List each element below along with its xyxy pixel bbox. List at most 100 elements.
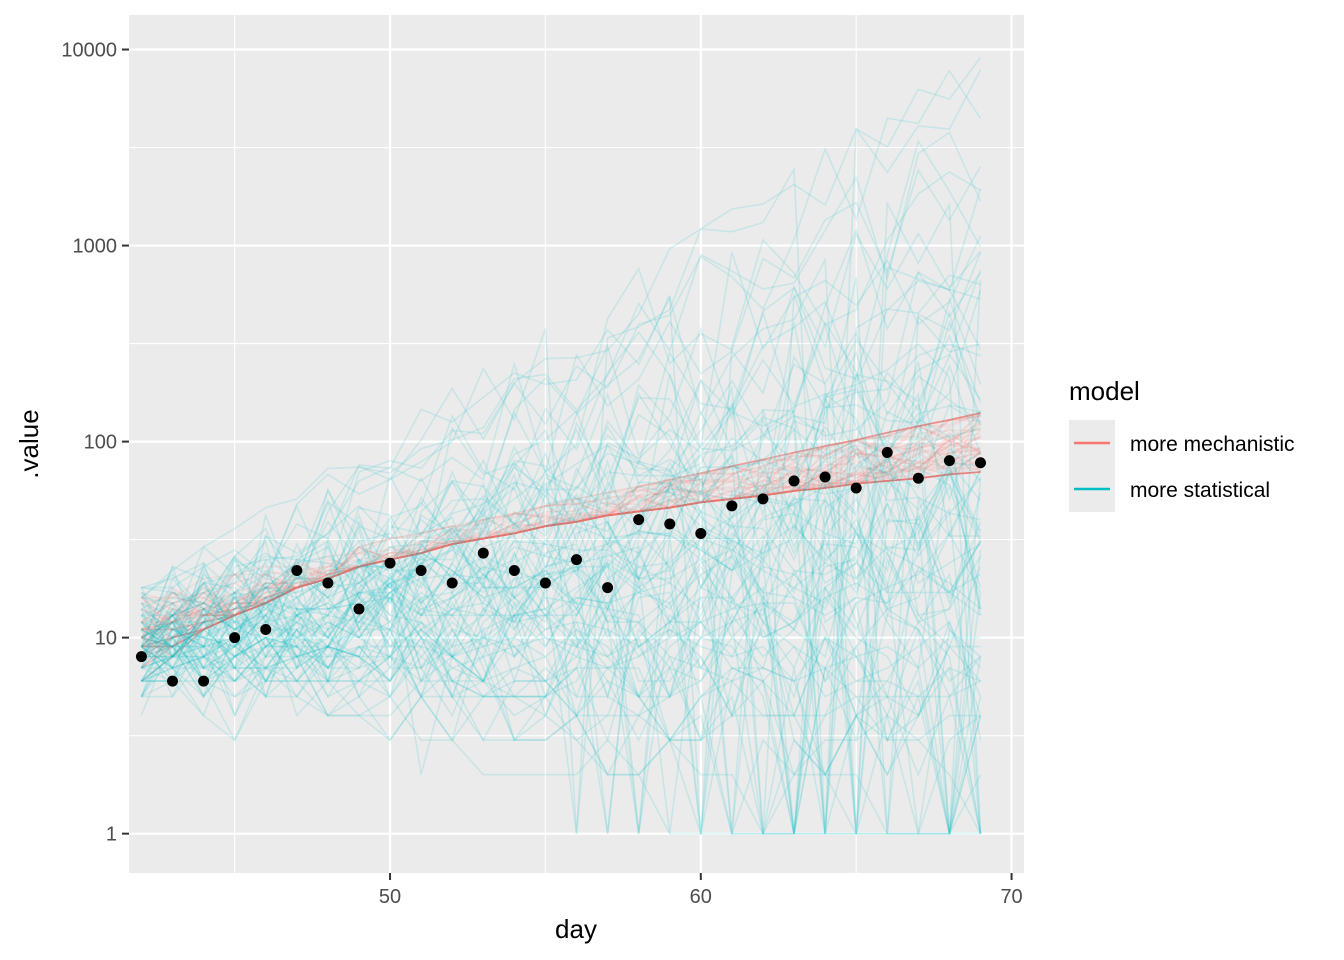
statistical-sim-line — [141, 388, 981, 834]
mechanistic-sim-line — [140, 412, 981, 639]
observed-point — [135, 651, 147, 663]
x-axis: 50 60 70 — [379, 873, 1023, 908]
statistical-sim-line — [140, 485, 982, 834]
mechanistic-sim-line — [140, 412, 981, 639]
mechanistic-sim-line — [140, 412, 981, 623]
statistical-sim-line — [141, 517, 982, 834]
statistical-sim-line — [140, 614, 981, 743]
observed-point — [757, 493, 769, 505]
observed-point — [788, 475, 800, 487]
statistical-sim-line — [141, 363, 982, 834]
mechanistic-sim-line — [141, 451, 981, 631]
statistical-sim-line — [140, 269, 982, 835]
observed-point — [508, 565, 520, 577]
mechanistic-sim-line — [141, 471, 981, 631]
observed-point — [912, 472, 924, 484]
statistical-sim-line — [140, 434, 982, 716]
statistical-sim-line — [140, 551, 982, 834]
mechanistic-sim-line — [140, 427, 981, 648]
y-tick-label: 1 — [106, 824, 117, 846]
mechanistic-sim-line — [141, 463, 981, 648]
statistical-sim-line — [141, 532, 982, 699]
statistical-sim-line — [140, 270, 982, 683]
mechanistic-sim-line — [140, 441, 981, 658]
observed-point — [633, 514, 645, 526]
statistical-sim-line — [141, 578, 981, 834]
observed-point — [539, 577, 551, 589]
mechanistic-sim-line — [140, 412, 981, 624]
observed-point — [664, 518, 676, 530]
y-tick-label: 10 — [95, 628, 117, 650]
statistical-sim-line — [141, 585, 981, 719]
statistical-sim-line — [141, 591, 982, 718]
mechanistic-sim-line — [140, 444, 981, 658]
y-tick-label: 10000 — [61, 40, 117, 62]
statistical-sim-line — [141, 655, 982, 837]
statistical-sim-line — [140, 477, 982, 834]
statistical-sim-line — [140, 57, 982, 834]
grid-minor — [129, 15, 1024, 873]
statistical-sim-line — [140, 446, 982, 649]
statistical-sim-line — [141, 453, 982, 699]
statistical-sim-line — [140, 445, 982, 834]
observed-point — [850, 482, 862, 494]
statistical-sim-line — [141, 620, 981, 837]
statistical-sim-line — [140, 469, 982, 683]
statistical-sim-line — [141, 309, 982, 670]
mechanistic-sim-line — [140, 471, 981, 631]
statistical-sim-line — [140, 493, 982, 834]
mechanistic-sim-line — [141, 440, 981, 639]
mechanistic-sim-line — [141, 451, 981, 648]
observed-point — [602, 582, 614, 594]
mechanistic-sim-line — [140, 415, 981, 623]
statistical-sim-line — [141, 350, 982, 670]
statistical-sim-line — [140, 374, 981, 834]
mechanistic-sim-line — [141, 471, 981, 639]
statistical-sim-line — [141, 502, 981, 632]
observed-point — [943, 455, 955, 467]
mechanistic-sim-line — [141, 471, 981, 639]
mechanistic-sim-line — [141, 431, 981, 648]
mechanistic-sim-line — [141, 471, 981, 648]
mechanistic-sim-line — [141, 419, 981, 658]
mechanistic-sim-line — [141, 412, 981, 631]
statistical-sim-line — [140, 621, 981, 837]
mechanistic-sim-line — [140, 437, 981, 658]
statistical-sim-line — [140, 523, 982, 834]
observed-point — [571, 554, 582, 566]
mechanistic-sim-line — [141, 456, 981, 631]
plot-background — [129, 15, 1024, 873]
mechanistic-sim-line — [140, 471, 981, 648]
y-tick-label: 1000 — [73, 236, 118, 258]
observed-point — [974, 457, 986, 469]
mechanistic-sim-line — [141, 471, 981, 648]
observed-point — [291, 565, 303, 577]
x-tick-label: 70 — [1000, 886, 1022, 908]
mechanistic-sim-line — [141, 412, 981, 604]
statistical-sim-line — [141, 462, 982, 684]
observed-point — [353, 603, 365, 615]
statistical-sim-line — [140, 601, 982, 834]
mechanistic-sim-line — [141, 452, 981, 648]
mechanistic-sim-line — [140, 423, 982, 658]
statistical-sim-line — [140, 602, 982, 834]
mechanistic-sim-line — [140, 436, 981, 639]
mechanistic-sim-line — [140, 429, 982, 658]
mechanistic-sim-line — [141, 452, 981, 648]
statistical-sim-line — [140, 466, 982, 698]
statistical-sim-line — [140, 410, 982, 683]
mechanistic-sim-line — [140, 435, 981, 639]
observed-point — [446, 577, 458, 589]
statistical-sim-line — [140, 540, 982, 834]
statistical-sim-line — [141, 231, 982, 631]
x-axis-title: day — [555, 914, 597, 944]
y-axis-title: .value — [14, 409, 44, 478]
observed-point — [415, 565, 427, 577]
statistical-sim-line — [141, 590, 981, 742]
statistical-sim-line — [141, 451, 982, 718]
statistical-sim-line — [140, 613, 982, 837]
statistical-sim-line — [140, 235, 982, 631]
y-axis: 1 10 100 1000 10000 — [61, 40, 129, 846]
mechanistic-sim-line — [141, 422, 981, 631]
